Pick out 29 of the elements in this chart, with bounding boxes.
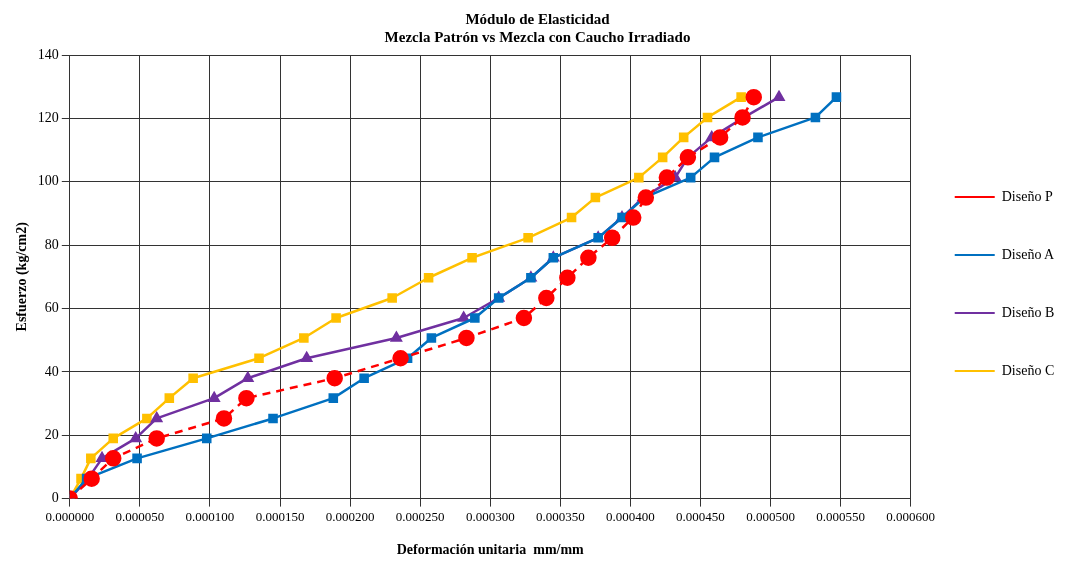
y-tick-label: 80 bbox=[44, 236, 59, 252]
x-tick-label: 0.000500 bbox=[746, 508, 795, 524]
y-tick-label: 100 bbox=[37, 173, 59, 189]
x-tick-label: 0.000350 bbox=[535, 508, 585, 524]
x-tick-label: 0.000150 bbox=[255, 508, 305, 524]
y-tick-label: 120 bbox=[37, 110, 59, 126]
y-tick-label: 0 bbox=[51, 490, 59, 506]
chart-subtitle: Mezcla Patrón vs Mezcla con Caucho Irradiado bbox=[384, 28, 691, 45]
legend-label: Diseño A bbox=[1001, 246, 1056, 262]
x-tick-label: 0.000550 bbox=[816, 508, 866, 524]
x-tick-label: 0.000450 bbox=[676, 508, 725, 524]
x-tick-label: 0.000250 bbox=[395, 508, 445, 524]
y-axis-title: Esfuerzo (kg/cm2) bbox=[14, 221, 31, 332]
y-tick-label: 60 bbox=[44, 300, 59, 316]
legend-label: Diseño P bbox=[1001, 188, 1053, 204]
x-tick-label: 0.000100 bbox=[185, 508, 235, 524]
legend-label: Diseño B bbox=[1001, 304, 1055, 320]
x-tick-label: 0.000050 bbox=[115, 508, 165, 524]
y-tick-label: 140 bbox=[37, 46, 59, 62]
x-axis-title: Deformación unitaria mm/mm bbox=[396, 542, 585, 558]
legend-label: Diseño C bbox=[1001, 362, 1055, 378]
y-tick-label: 40 bbox=[44, 363, 59, 379]
x-tick-label: 0.000300 bbox=[465, 508, 515, 524]
x-tick-label: 0.000000 bbox=[45, 508, 95, 524]
x-tick-label: 0.000400 bbox=[606, 508, 655, 524]
x-tick-label: 0.000200 bbox=[325, 508, 375, 524]
x-tick-label: 0.000600 bbox=[886, 508, 936, 524]
chart-title: Módulo de Elasticidad bbox=[465, 10, 611, 27]
y-tick-label: 20 bbox=[44, 426, 59, 442]
